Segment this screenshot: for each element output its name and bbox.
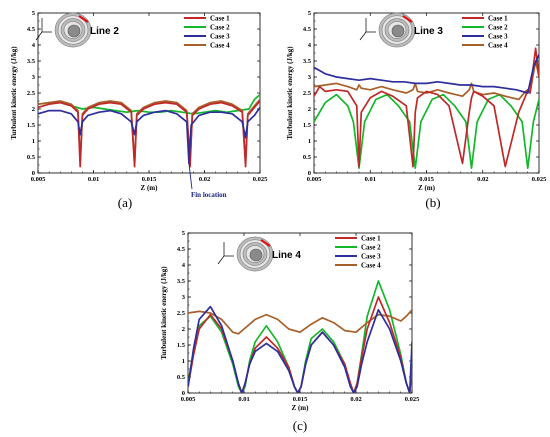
fin-location-annotation: Fin location xyxy=(191,191,227,199)
x-tick-label: 0.02 xyxy=(477,176,488,183)
y-tick-label: 3 xyxy=(32,74,36,81)
y-tick-label: 2 xyxy=(308,106,311,113)
chart-panel-c: 0 0.5 1 1.5 2 2.5 3 3.5 4 4.5 5 0.005 0.01 0.015 0.02 0… xyxy=(160,230,420,433)
y-tick-label: 0.5 xyxy=(177,374,186,381)
legend-entry: Case 1 xyxy=(488,15,508,23)
y-tick-label: 2.5 xyxy=(27,90,36,97)
legend-entry: Case 3 xyxy=(488,33,508,41)
y-tick-label: 1 xyxy=(182,358,185,365)
series-line-case-3 xyxy=(38,106,260,165)
y-tick-label: 3 xyxy=(182,294,186,301)
x-tick-label: 0.015 xyxy=(419,176,434,183)
y-tick-label: 1.5 xyxy=(177,342,186,349)
series-line-case-4 xyxy=(38,98,260,163)
x-tick-label: 0.02 xyxy=(199,176,210,183)
legend-entry: Case 4 xyxy=(488,42,508,50)
inset-line-marker xyxy=(78,15,89,23)
y-tick-label: 4 xyxy=(308,42,312,49)
y-tick-label: 1 xyxy=(308,138,311,145)
y-tick-label: 3.5 xyxy=(27,58,36,65)
legend-entry: Case 2 xyxy=(488,24,508,32)
series-line-case-1 xyxy=(38,100,260,168)
x-tick-label: 0.005 xyxy=(31,176,46,183)
legend-entry: Case 2 xyxy=(210,24,230,32)
y-tick-label: 1.5 xyxy=(27,122,36,129)
triad-z-axis xyxy=(217,255,225,265)
x-tick-label: 0.005 xyxy=(307,176,322,183)
y-tick-label: 4.5 xyxy=(303,26,312,33)
x-axis-label: Z (m) xyxy=(292,404,310,412)
inset-tube-core xyxy=(249,248,263,262)
x-tick-label: 0.02 xyxy=(350,396,361,403)
legend-entry: Case 2 xyxy=(361,244,381,252)
y-axis-label: Turbulent kinetic energy (J/kg) xyxy=(160,266,168,360)
x-tick-label: 0.005 xyxy=(181,396,196,403)
legend-entry: Case 1 xyxy=(210,15,230,23)
inset-line-label: Line 4 xyxy=(272,250,301,261)
legend-entry: Case 3 xyxy=(361,253,381,261)
y-axis-label: Turbulent kinetic energy (J/kg) xyxy=(10,46,18,140)
triad-z-axis xyxy=(35,31,43,41)
x-tick-label: 0.025 xyxy=(253,176,268,183)
legend-entry: Case 4 xyxy=(361,262,381,270)
y-tick-label: 4 xyxy=(32,42,36,49)
y-tick-label: 2 xyxy=(182,326,185,333)
series-line-case-2 xyxy=(314,93,539,170)
y-tick-label: 1.5 xyxy=(303,122,312,129)
x-tick-label: 0.01 xyxy=(88,176,99,183)
series-line-case-3 xyxy=(314,54,539,94)
legend-entry: Case 4 xyxy=(210,42,230,50)
y-tick-label: 3.5 xyxy=(303,58,312,65)
chart-panel-b: 0 0.5 1 1.5 2 2.5 3 3.5 4 4.5 5 0.005 0.01 0.015 0.02 0… xyxy=(286,10,547,210)
y-tick-label: 4.5 xyxy=(177,246,186,253)
x-tick-label: 0.025 xyxy=(405,396,420,403)
x-axis-label: Z (m) xyxy=(141,184,159,192)
y-tick-label: 0 xyxy=(308,170,311,177)
panel-label: (a) xyxy=(118,195,132,210)
y-tick-label: 2.5 xyxy=(177,310,186,317)
y-tick-label: 5 xyxy=(32,10,36,17)
y-tick-label: 3 xyxy=(308,74,312,81)
x-tick-label: 0.01 xyxy=(238,396,249,403)
inset-line-label: Line 2 xyxy=(90,26,119,37)
inset-line-marker xyxy=(260,239,271,247)
x-tick-label: 0.015 xyxy=(142,176,157,183)
y-tick-label: 0 xyxy=(32,170,35,177)
y-tick-label: 0.5 xyxy=(27,154,36,161)
x-axis-label: Z (m) xyxy=(418,184,436,192)
x-tick-label: 0.025 xyxy=(532,176,547,183)
y-tick-label: 0.5 xyxy=(303,154,312,161)
inset-line-label: Line 3 xyxy=(414,26,443,37)
chart-panel-a: 0 0.5 1 1.5 2 2.5 3 3.5 4 4.5 5 0.005 0.01 0.015 0.02 0… xyxy=(10,10,268,210)
triad-z-axis xyxy=(359,31,367,41)
series-line-case-3 xyxy=(188,305,412,393)
inset-line-marker xyxy=(402,15,413,23)
y-tick-label: 2 xyxy=(32,106,35,113)
y-tick-label: 5 xyxy=(308,10,312,17)
panel-label: (b) xyxy=(425,195,440,210)
y-axis-label: Turbulent kinetic energy (J/kg) xyxy=(286,46,294,140)
y-tick-label: 4 xyxy=(182,262,186,269)
inset-tube-core xyxy=(67,24,81,38)
series-line-case-1 xyxy=(314,47,539,168)
inset-tube-core xyxy=(391,24,405,38)
legend-entry: Case 1 xyxy=(361,235,381,243)
y-tick-label: 2.5 xyxy=(303,90,312,97)
y-tick-label: 0 xyxy=(182,390,185,397)
panel-label: (c) xyxy=(293,418,307,433)
series-line-case-4 xyxy=(314,60,539,101)
legend-entry: Case 3 xyxy=(210,33,230,41)
x-tick-label: 0.01 xyxy=(365,176,376,183)
y-tick-label: 5 xyxy=(182,230,186,237)
y-tick-label: 4.5 xyxy=(27,26,36,33)
x-tick-label: 0.015 xyxy=(293,396,308,403)
y-tick-label: 3.5 xyxy=(177,278,186,285)
fin-location-pointer xyxy=(188,163,193,190)
y-tick-label: 1 xyxy=(32,138,35,145)
